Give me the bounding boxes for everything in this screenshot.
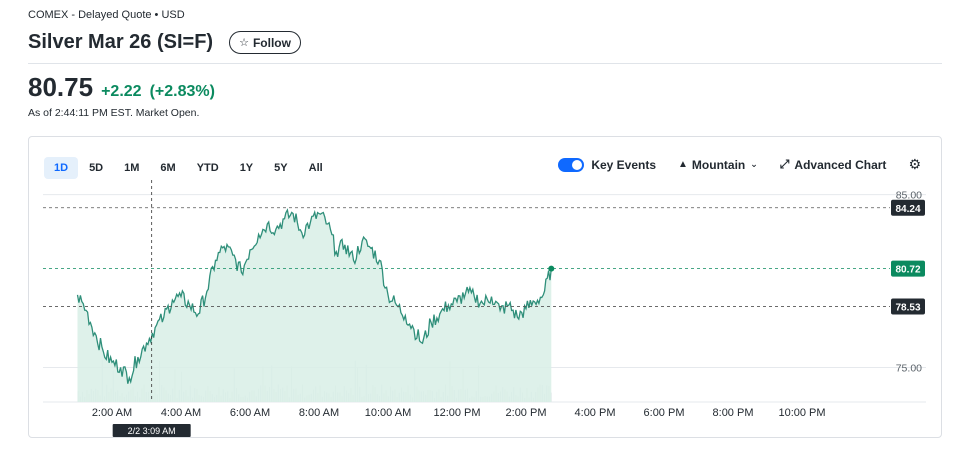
range-5y[interactable]: 5Y	[274, 162, 288, 174]
range-1m[interactable]: 1M	[124, 162, 140, 174]
range-all[interactable]: All	[308, 162, 323, 174]
gear-icon[interactable]: ⚙	[908, 156, 921, 172]
page-title: Silver Mar 26 (SI=F)	[28, 31, 214, 53]
hover-time-badge	[112, 424, 191, 437]
range-ytd[interactable]: YTD	[196, 162, 219, 174]
range-selector: 1D 5D 1M 6M YTD 1Y 5Y All	[44, 157, 334, 179]
x-tick-label: 12:00 PM	[433, 407, 480, 419]
x-tick-label: 6:00 PM	[644, 407, 685, 419]
range-5d[interactable]: 5D	[89, 162, 104, 174]
key-events-label: Key Events	[591, 157, 657, 172]
x-tick-label: 8:00 AM	[299, 407, 339, 419]
range-1d[interactable]: 1D	[44, 157, 79, 179]
price-chart[interactable]: 84.24 80.72 78.53 85.00 75.00 2:00 AM 4:00 A…	[28, 136, 942, 438]
price-change-percent: (+2.83%)	[149, 83, 215, 100]
x-tick-label: 2:00 AM	[92, 407, 132, 419]
range-6m[interactable]: 6M	[160, 162, 176, 174]
price-line	[76, 208, 552, 385]
toggle-switch-icon	[558, 157, 585, 172]
advanced-chart-label: Advanced Chart	[794, 157, 887, 172]
exchange-info: COMEX - Delayed Quote • USD	[28, 9, 185, 21]
last-price-dot	[548, 265, 555, 272]
price-area-fill	[77, 210, 552, 402]
price-badge	[891, 298, 925, 315]
key-events-toggle[interactable]: Key Events	[558, 157, 657, 172]
price-badge	[891, 260, 925, 277]
y-axis-labels: 85.00 75.00	[896, 190, 922, 375]
x-tick-label: 2:00 PM	[506, 407, 547, 419]
crosshair: 2/2 3:09 AM	[112, 180, 191, 437]
x-tick-label: 6:00 AM	[230, 407, 270, 419]
y-tick-label: 75.00	[896, 362, 922, 374]
advanced-chart-button[interactable]: ⤢ Advanced Chart	[780, 157, 887, 172]
divider	[28, 63, 942, 64]
mountain-icon: ▲	[678, 159, 688, 170]
x-tick-label: 4:00 AM	[161, 407, 201, 419]
star-icon: ☆	[239, 37, 249, 49]
x-tick-label: 10:00 PM	[778, 407, 825, 419]
follow-label: Follow	[252, 35, 291, 50]
x-axis-labels: 2:00 AM 4:00 AM 6:00 AM 8:00 AM 10:00 AM 12:0…	[92, 407, 826, 419]
as-of-time: As of 2:44:11 PM EST. Market Open.	[28, 107, 200, 119]
hover-time-label: 2/2 3:09 AM	[128, 426, 176, 436]
x-tick-label: 4:00 PM	[575, 407, 616, 419]
reference-lines: 84.24 80.72 78.53	[43, 199, 925, 315]
chart-type-label: Mountain	[691, 157, 746, 172]
price-badge-label: 78.53	[895, 302, 920, 313]
price-change: +2.22	[101, 83, 142, 100]
follow-button[interactable]: ☆ Follow	[229, 31, 301, 54]
chart-type-dropdown[interactable]: ▲ Mountain ⌄	[678, 158, 758, 172]
x-tick-label: 8:00 PM	[713, 407, 754, 419]
chevron-down-icon: ⌄	[750, 159, 758, 169]
x-tick-label: 10:00 AM	[365, 407, 411, 419]
current-price: 80.75	[28, 72, 94, 102]
price-badge-label: 80.72	[895, 265, 920, 276]
price-badge-label: 84.24	[895, 204, 920, 215]
y-tick-label: 85.00	[896, 190, 922, 202]
price-badge	[891, 199, 925, 216]
expand-arrow-icon: ⤢	[779, 157, 790, 171]
range-1y[interactable]: 1Y	[239, 162, 254, 174]
